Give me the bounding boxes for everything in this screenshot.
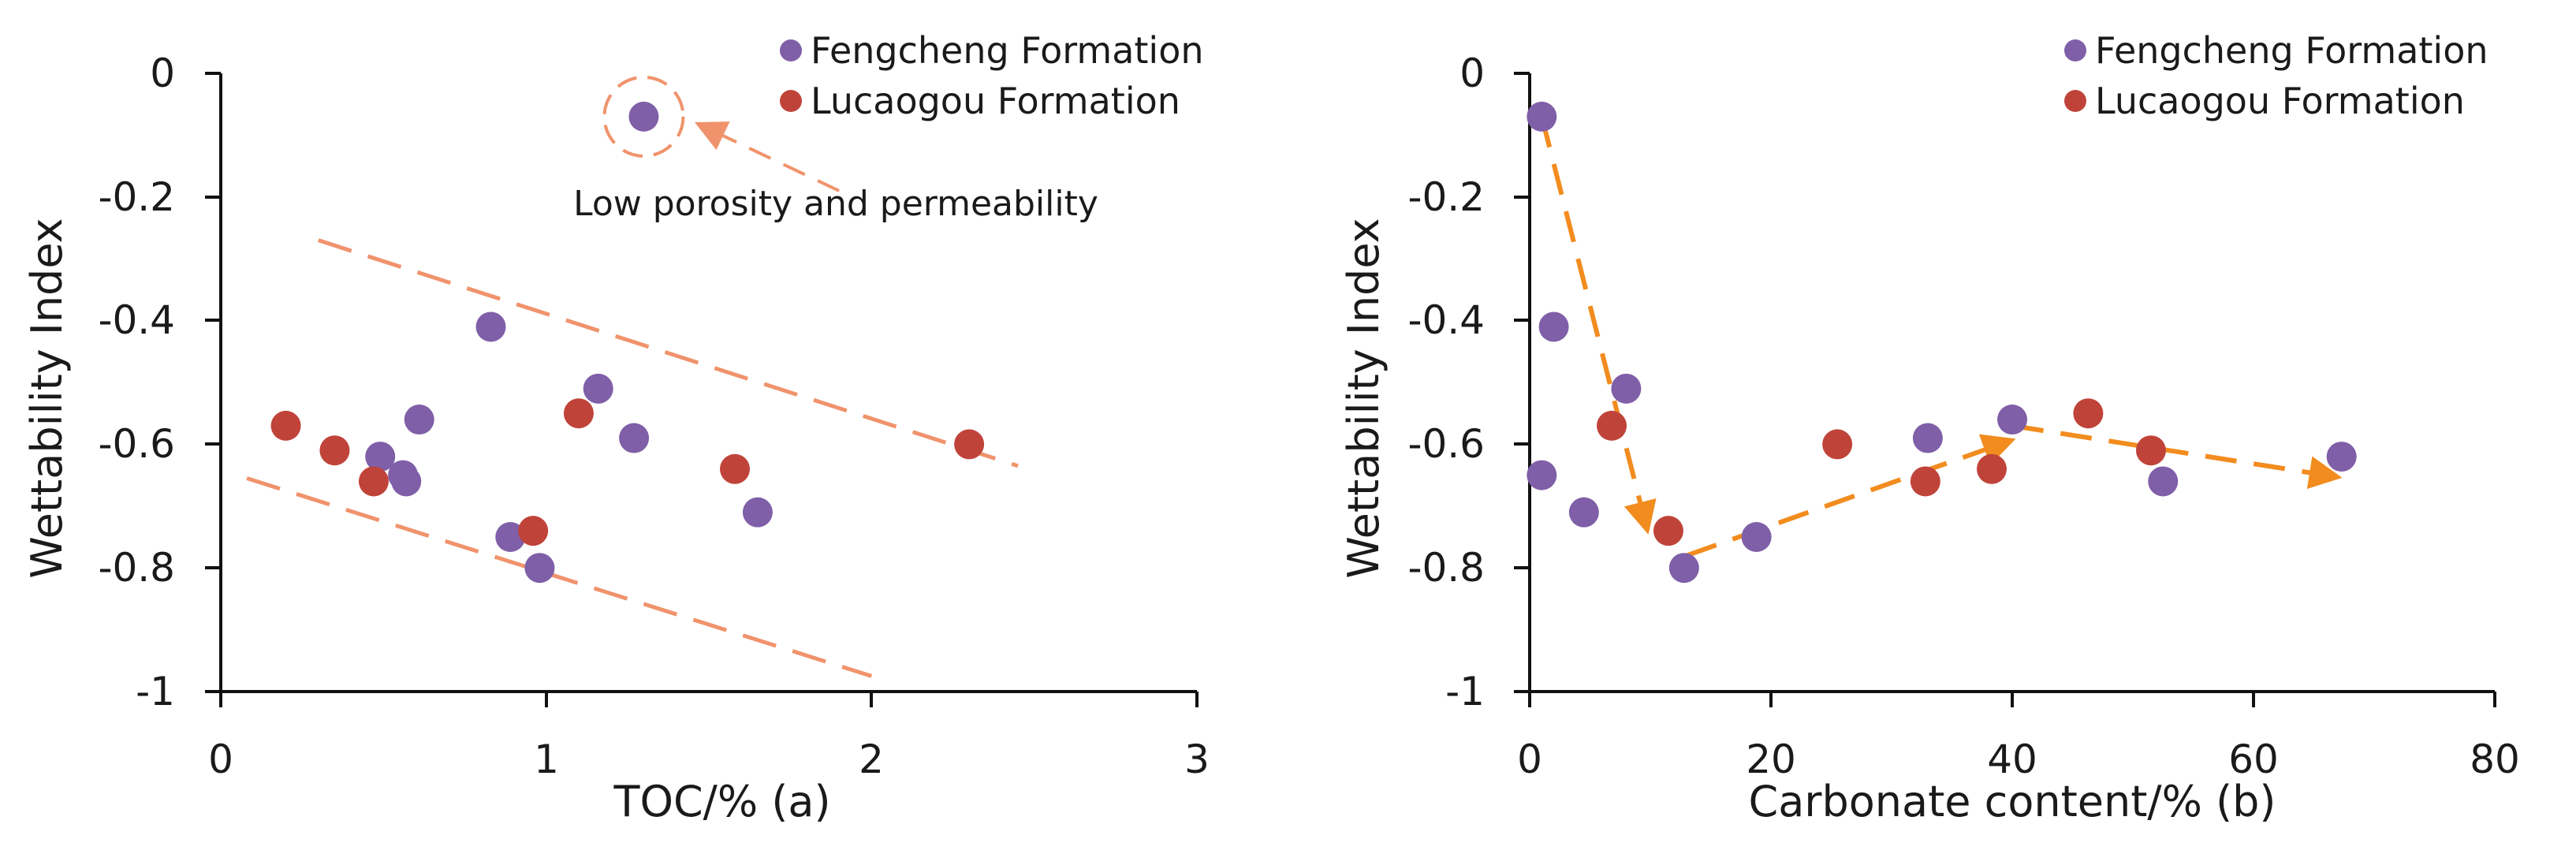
panel-a-annotation-text: Low porosity and permeability	[573, 184, 1098, 224]
point-fengcheng	[495, 522, 526, 552]
point-fengcheng	[628, 101, 659, 132]
trend-segment-1	[1539, 116, 1657, 535]
panel-a-points	[270, 101, 985, 584]
point-lucaogou	[720, 453, 751, 484]
panel-b-trend-path	[1539, 116, 2343, 558]
panel-a-x-tick-label: 3	[1184, 737, 1210, 782]
panel-a-y-tick-label: -0.4	[98, 297, 175, 343]
point-fengcheng	[391, 466, 422, 497]
legend-fengcheng-marker	[780, 39, 802, 62]
point-fengcheng	[619, 423, 650, 453]
highlight-ellipse	[602, 75, 685, 158]
point-fengcheng	[524, 553, 555, 584]
point-fengcheng	[365, 442, 396, 472]
point-lucaogou	[563, 398, 594, 429]
legend-fengcheng-label: Fengcheng Formation	[811, 29, 1204, 72]
panel-b-y-tick-label: -1	[1445, 669, 1485, 714]
point-fengcheng	[2326, 442, 2357, 472]
point-lucaogou	[1822, 429, 1853, 460]
panel-a-x-axis-title: TOC/% (a)	[613, 777, 830, 826]
legend-fengcheng-label: Fengcheng Formation	[2095, 29, 2488, 72]
point-lucaogou	[1653, 516, 1683, 546]
panel-b-x-tick-label: 0	[1517, 737, 1542, 782]
point-lucaogou	[270, 410, 301, 441]
point-lucaogou	[1976, 453, 2007, 484]
trend-line-1	[318, 238, 1019, 468]
point-fengcheng	[1527, 460, 1557, 490]
panel-b-x-tick-label: 80	[2470, 737, 2520, 782]
panel-a-trend-lines	[246, 238, 1019, 678]
point-fengcheng	[404, 405, 434, 435]
panel-a-y-axis-title: Wettability Index	[22, 218, 72, 578]
point-fengcheng	[475, 311, 506, 342]
panel-b-y-tick-label: -0.6	[1407, 421, 1485, 467]
point-lucaogou	[319, 435, 350, 466]
panel-b-y-axis-title: Wettability Index	[1339, 218, 1389, 578]
point-lucaogou	[1910, 466, 1940, 497]
point-lucaogou	[2135, 435, 2166, 466]
trend-line-2	[246, 476, 873, 678]
panel-a-y-tick-label: -0.2	[98, 174, 175, 220]
point-fengcheng	[1527, 101, 1557, 132]
point-lucaogou	[954, 429, 985, 460]
panel-b-axes	[1528, 73, 2495, 693]
legend-lucaogou-label: Lucaogou Formation	[811, 80, 1180, 122]
trend-segment-2	[1685, 434, 2016, 558]
point-fengcheng	[1568, 497, 1599, 528]
point-lucaogou	[1597, 410, 1627, 441]
legend-lucaogou-label: Lucaogou Formation	[2095, 80, 2465, 122]
panel-a-y-tick-label: -0.8	[98, 545, 175, 591]
annotation-arrow	[694, 121, 840, 192]
point-fengcheng	[2148, 466, 2179, 497]
point-fengcheng	[1611, 373, 1642, 404]
panel-b-points	[1527, 101, 2357, 584]
panel-a-y-ticks: 0 -0.2 -0.4 -0.6 -0.8 -1	[98, 50, 221, 714]
panel-b: 0 -0.2 -0.4 -0.6 -0.8 -1 0 20 40 60 80 C…	[1339, 29, 2520, 826]
panel-a-y-tick-label: -0.6	[98, 421, 175, 467]
panel-a-annotation	[602, 75, 840, 192]
point-fengcheng	[1741, 522, 1772, 552]
panel-a-legend: Fengcheng Formation Lucaogou Formation	[780, 29, 1204, 122]
panel-b-x-tick-label: 60	[2228, 737, 2279, 782]
panel-b-y-tick-label: -0.4	[1407, 297, 1485, 343]
point-lucaogou	[2073, 398, 2104, 429]
point-fengcheng	[1997, 405, 2027, 435]
panel-b-x-ticks: 0 20 40 60 80	[1517, 692, 2520, 782]
panel-b-x-tick-label: 20	[1746, 737, 1796, 782]
point-fengcheng	[1538, 311, 1569, 342]
point-lucaogou	[518, 516, 549, 546]
panel-b-x-axis-title: Carbonate content/% (b)	[1748, 777, 2276, 826]
trend-segment-3	[2011, 423, 2343, 490]
panel-a-axes	[219, 73, 1197, 693]
panel-a-x-tick-label: 0	[208, 737, 233, 782]
panel-b-y-ticks: 0 -0.2 -0.4 -0.6 -0.8 -1	[1407, 50, 1530, 714]
panel-a-x-ticks: 0 1 2 3	[208, 692, 1210, 782]
panel-b-y-tick-label: -0.8	[1407, 545, 1485, 591]
point-fengcheng	[742, 497, 773, 528]
panel-a-x-tick-label: 2	[859, 737, 884, 782]
panel-a: 0 -0.2 -0.4 -0.6 -0.8 -1 0 1 2 3 TOC/% (…	[22, 29, 1210, 826]
panel-b-y-tick-label: -0.2	[1407, 174, 1485, 220]
panel-b-y-tick-label: 0	[1459, 50, 1485, 96]
panel-b-x-tick-label: 40	[1987, 737, 2037, 782]
panel-a-x-tick-label: 1	[534, 737, 559, 782]
legend-fengcheng-marker	[2064, 39, 2086, 62]
point-lucaogou	[358, 466, 389, 497]
panel-a-y-tick-label: 0	[150, 50, 175, 96]
panel-a-y-tick-label: -1	[136, 669, 175, 714]
point-fengcheng	[583, 373, 613, 404]
legend-lucaogou-marker	[780, 90, 802, 112]
panel-b-legend: Fengcheng Formation Lucaogou Formation	[2064, 29, 2488, 122]
point-fengcheng	[1912, 423, 1943, 453]
legend-lucaogou-marker	[2064, 90, 2086, 112]
point-fengcheng	[1668, 553, 1699, 584]
